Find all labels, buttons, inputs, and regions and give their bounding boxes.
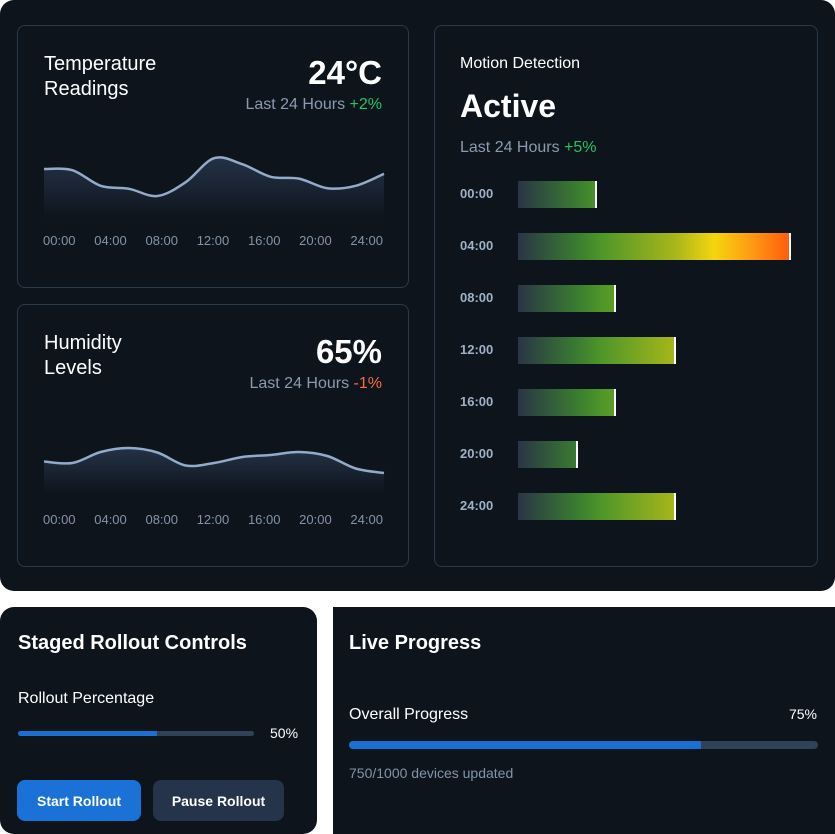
- period-text: Last 24 Hours +5%: [460, 139, 597, 157]
- line-area: [44, 447, 384, 493]
- temperature-value: 24°C: [308, 54, 382, 91]
- pause-rollout-button[interactable]: Pause Rollout: [153, 780, 284, 821]
- motion-bar: [518, 285, 617, 312]
- dashboard-panel: Temperature Readings 24°C Last 24 Hours +…: [0, 0, 835, 591]
- motion-bar-track: [518, 389, 617, 416]
- tick-label: 24:00: [350, 233, 383, 248]
- temperature-line-chart: [43, 156, 385, 219]
- title-line: Temperature: [44, 53, 157, 75]
- motion-bar-track: [518, 441, 579, 468]
- humidity-value: 65%: [315, 333, 382, 370]
- motion-bar-row: 20:00: [460, 441, 820, 468]
- motion-bar-row: 16:00: [460, 389, 820, 416]
- rollout-slider-fill: [18, 731, 158, 736]
- rollout-title: Staged Rollout Controls: [18, 632, 247, 654]
- tick-label: 20:00: [299, 233, 332, 248]
- tick-label: 08:00: [145, 233, 179, 248]
- tick-label: 24:00: [350, 512, 383, 527]
- tick-label: 20:00: [299, 512, 332, 527]
- motion-bar: [518, 337, 677, 364]
- rollout-card: Staged Rollout Controls Rollout Percenta…: [0, 607, 317, 834]
- motion-bar: [518, 441, 579, 468]
- tick-label: 00:00: [43, 233, 76, 248]
- change-badge: +5%: [564, 139, 597, 156]
- change-badge: +2%: [349, 96, 382, 113]
- card-title: Temperature Readings: [44, 52, 156, 102]
- motion-bar-label: 00:00: [460, 186, 494, 201]
- motion-bar-track: [518, 181, 598, 208]
- tick-label: 16:00: [247, 512, 281, 527]
- motion-bar-label: 12:00: [460, 342, 494, 357]
- devices-updated-text: 750/1000 devices updated: [349, 765, 514, 781]
- live-progress-title: Live Progress: [349, 632, 482, 654]
- period-label: Last 24 Hours: [460, 139, 560, 156]
- motion-bar-row: 08:00: [460, 285, 820, 312]
- title-line: Readings: [44, 78, 129, 100]
- rollout-slider[interactable]: [18, 731, 254, 736]
- tick-label: 08:00: [145, 512, 179, 527]
- motion-status: Active: [460, 88, 557, 124]
- motion-bar-label: 04:00: [460, 238, 494, 253]
- tick-label: 16:00: [247, 233, 281, 248]
- rollout-percentage-label: Rollout Percentage: [18, 690, 155, 707]
- period-text: Last 24 Hours +2%: [245, 96, 382, 114]
- data-line: [43, 156, 385, 198]
- motion-bar-label: 24:00: [460, 498, 494, 513]
- card-title: Humidity Levels: [44, 331, 122, 381]
- temperature-card: Temperature Readings 24°C Last 24 Hours +…: [17, 25, 409, 288]
- motion-bar-track: [518, 233, 791, 260]
- overall-progress-value: 75%: [788, 706, 817, 722]
- overall-progress-label: Overall Progress: [349, 706, 469, 723]
- humidity-card: Humidity Levels 65% Last 24 Hours -1% 00:…: [17, 304, 409, 567]
- humidity-line-chart: [43, 446, 385, 493]
- motion-bar-row: 04:00: [460, 233, 820, 260]
- motion-bar: [518, 181, 598, 208]
- x-axis-ticks: 00:00 04:00 08:00 12:00 16:00 20:00 24:00: [43, 512, 383, 527]
- motion-card: Motion Detection Active Last 24 Hours +5…: [434, 25, 818, 567]
- title-line: Levels: [44, 357, 102, 379]
- live-progress-card: Live Progress Overall Progress 75% 750/1…: [333, 607, 835, 834]
- period-label: Last 24 Hours: [245, 96, 346, 113]
- tick-label: 12:00: [196, 512, 230, 527]
- tick-label: 04:00: [94, 512, 127, 527]
- rollout-percent-value: 50%: [270, 725, 299, 741]
- change-badge: -1%: [353, 375, 382, 392]
- motion-bar-label: 08:00: [460, 290, 494, 305]
- motion-bar-row: 12:00: [460, 337, 820, 364]
- start-rollout-button[interactable]: Start Rollout: [17, 780, 141, 821]
- motion-bar: [518, 233, 791, 260]
- tick-label: 04:00: [94, 233, 127, 248]
- motion-bar: [518, 493, 677, 520]
- motion-bar-row: 24:00: [460, 493, 820, 520]
- period-text: Last 24 Hours -1%: [249, 375, 382, 393]
- motion-bar-track: [518, 285, 617, 312]
- tick-label: 00:00: [43, 512, 76, 527]
- motion-bar-label: 16:00: [460, 394, 494, 409]
- motion-bar-label: 20:00: [460, 446, 494, 461]
- x-axis-ticks: 00:00 04:00 08:00 12:00 16:00 20:00 24:00: [43, 233, 383, 248]
- motion-bar-track: [518, 493, 677, 520]
- tick-label: 12:00: [196, 233, 230, 248]
- motion-bar-row: 00:00: [460, 181, 820, 208]
- title-line: Humidity: [44, 332, 122, 354]
- overall-progress-fill: [349, 741, 701, 749]
- motion-bar-track: [518, 337, 677, 364]
- motion-bar: [518, 389, 617, 416]
- data-line: [43, 446, 385, 475]
- period-label: Last 24 Hours: [249, 375, 350, 392]
- overall-progress-bar: [349, 741, 818, 749]
- line-area: [44, 157, 384, 219]
- motion-title: Motion Detection: [460, 55, 581, 72]
